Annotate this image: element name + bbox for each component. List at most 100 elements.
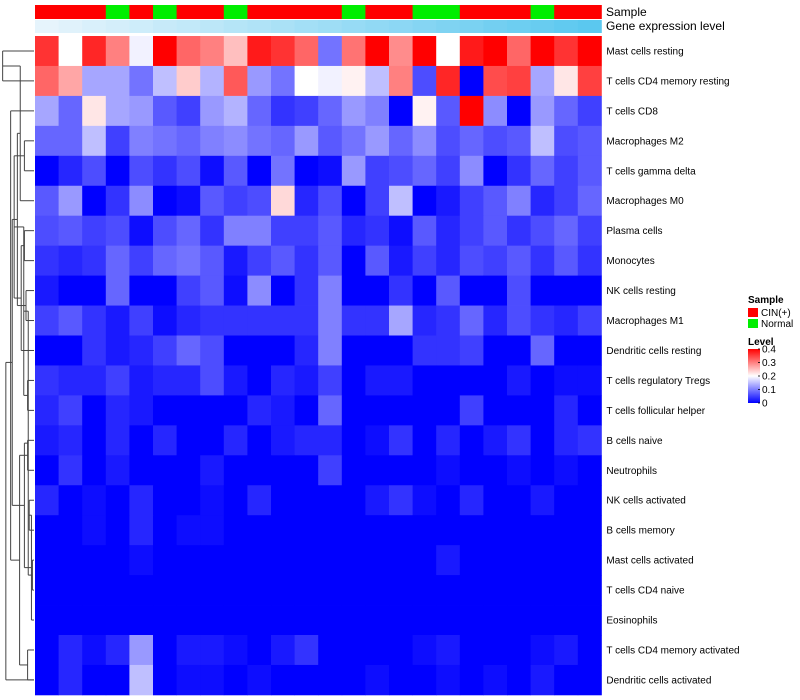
heatmap-cell xyxy=(341,275,366,306)
expression-annotation-cell xyxy=(176,20,201,33)
heatmap-cell xyxy=(412,215,437,247)
heatmap-cell xyxy=(129,65,154,97)
heatmap-cell xyxy=(58,185,83,217)
heatmap-cell xyxy=(483,515,508,546)
heatmap-cell xyxy=(105,305,130,336)
heatmap-cell xyxy=(271,245,295,276)
heatmap-cell xyxy=(554,155,579,187)
heatmap-cell xyxy=(389,65,413,97)
heatmap-cell xyxy=(436,305,461,336)
heatmap-cell xyxy=(58,425,83,456)
heatmap-cell xyxy=(294,545,319,576)
heatmap-cell xyxy=(530,215,555,247)
heatmap-cell xyxy=(58,65,83,97)
heatmap-cell xyxy=(200,125,225,157)
heatmap-cell xyxy=(507,635,531,666)
heatmap-cell xyxy=(58,335,83,366)
heatmap-cell xyxy=(35,545,59,576)
heatmap-cell xyxy=(459,365,484,396)
heatmap-cell xyxy=(507,36,531,67)
heatmap-cell xyxy=(436,575,461,606)
heatmap-cell xyxy=(483,425,508,456)
heatmap-cell xyxy=(200,305,225,336)
heatmap-cell xyxy=(176,365,201,396)
legend-tick-label: 0.1 xyxy=(762,385,776,396)
heatmap-cell xyxy=(412,664,437,696)
heatmap-cell xyxy=(129,365,154,396)
heatmap-cell xyxy=(82,65,107,97)
heatmap-cell xyxy=(294,215,319,247)
expression-annotation-cell xyxy=(507,20,531,33)
heatmap-cell xyxy=(271,575,295,606)
heatmap-cell xyxy=(530,635,555,666)
sample-annotation-cell xyxy=(459,5,484,19)
heatmap-cell xyxy=(35,455,59,486)
heatmap-cell xyxy=(35,395,59,426)
heatmap-cell xyxy=(459,36,484,67)
heatmap-cell xyxy=(35,605,59,636)
heatmap-cell xyxy=(58,485,83,516)
heatmap-cell xyxy=(507,125,531,157)
heatmap-cell xyxy=(365,605,390,636)
heatmap-cell xyxy=(412,365,437,396)
heatmap-cell xyxy=(341,125,366,157)
heatmap-cell xyxy=(483,545,508,576)
heatmap-cell xyxy=(105,155,130,187)
heatmap-cell xyxy=(176,395,201,426)
heatmap-cell xyxy=(247,305,272,336)
heatmap-cell xyxy=(247,605,272,636)
heatmap-cell xyxy=(459,455,484,486)
heatmap-cell xyxy=(389,605,413,636)
heatmap-cell xyxy=(318,95,343,127)
heatmap-cell xyxy=(389,365,413,396)
heatmap-cell xyxy=(223,515,248,546)
heatmap-cell xyxy=(507,545,531,576)
heatmap-cell xyxy=(223,305,248,336)
heatmap-cell xyxy=(365,65,390,97)
row-dendrogram xyxy=(2,50,34,681)
heatmap-cell xyxy=(176,635,201,666)
sample-annotation-cell xyxy=(294,5,319,19)
heatmap-cell xyxy=(129,545,154,576)
heatmap-cell xyxy=(530,245,555,276)
heatmap-cell xyxy=(200,575,225,606)
expression-annotation-cell xyxy=(35,20,59,33)
heatmap-cell xyxy=(436,155,461,187)
heatmap-cell xyxy=(82,515,107,546)
heatmap-cell xyxy=(35,664,59,696)
sample-annotation-cell xyxy=(105,5,130,19)
heatmap-cell xyxy=(129,605,154,636)
heatmap-cell xyxy=(412,605,437,636)
heatmap-cell xyxy=(223,395,248,426)
heatmap-cell xyxy=(483,155,508,187)
heatmap-cell xyxy=(530,65,555,97)
heatmap-cell xyxy=(365,275,390,306)
heatmap-cell xyxy=(483,365,508,396)
heatmap-cell xyxy=(105,485,130,516)
heatmap-cell xyxy=(105,635,130,666)
heatmap-cell xyxy=(365,515,390,546)
heatmap-cell xyxy=(577,335,602,366)
heatmap-cell xyxy=(483,215,508,247)
heatmap-cell xyxy=(577,395,602,426)
heatmap-cell xyxy=(577,245,602,276)
heatmap-cell xyxy=(294,605,319,636)
heatmap-cell xyxy=(223,185,248,217)
heatmap-cell xyxy=(365,425,390,456)
heatmap-cell xyxy=(153,305,177,336)
heatmap-cell xyxy=(459,185,484,217)
heatmap-cell xyxy=(554,36,579,67)
heatmap-cell xyxy=(176,485,201,516)
legend-label-normal: Normal xyxy=(761,319,793,330)
heatmap-cell xyxy=(223,215,248,247)
heatmap-cell xyxy=(247,545,272,576)
heatmap-cell xyxy=(223,485,248,516)
heatmap-cell xyxy=(577,575,602,606)
heatmap-cell xyxy=(530,125,555,157)
heatmap-cell xyxy=(507,575,531,606)
heatmap-cell xyxy=(341,425,366,456)
heatmap-cell xyxy=(389,36,413,67)
heatmap-cell xyxy=(271,515,295,546)
legend-tick-label: 0.2 xyxy=(762,372,776,383)
heatmap-cell xyxy=(341,635,366,666)
